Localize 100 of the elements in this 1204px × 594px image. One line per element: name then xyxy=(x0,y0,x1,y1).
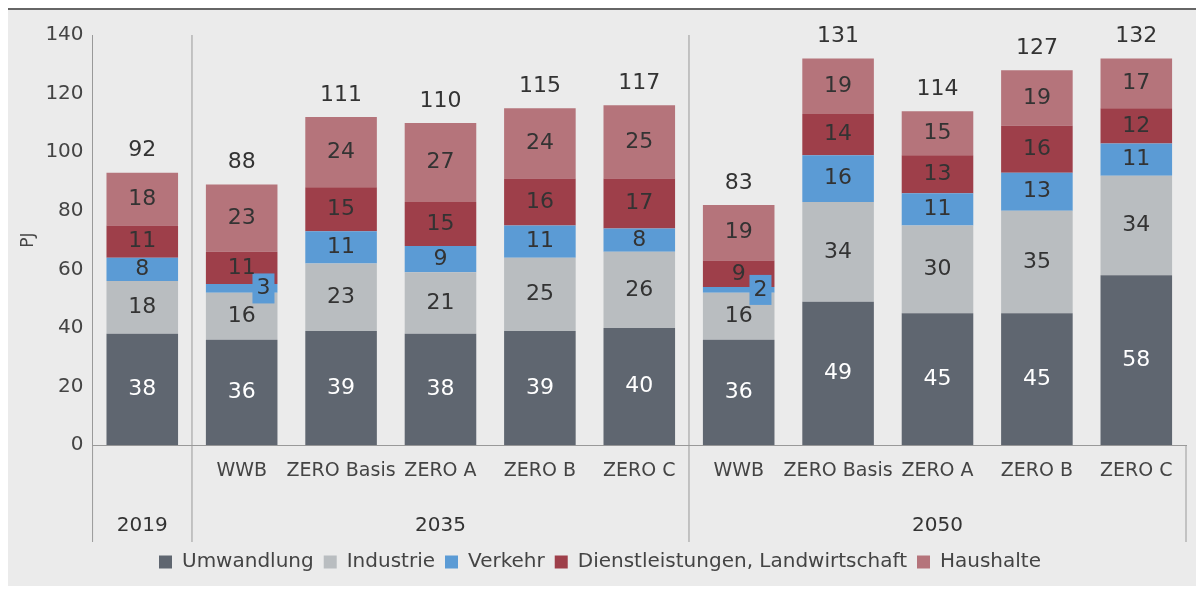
bar xyxy=(802,202,874,302)
total-label: 114 xyxy=(916,74,959,100)
bar xyxy=(1100,108,1173,144)
data-label: 38 xyxy=(426,375,455,401)
data-label: 9 xyxy=(433,244,448,270)
data-label: 19 xyxy=(724,218,753,244)
bar xyxy=(305,231,377,264)
data-label: 11 xyxy=(327,233,356,259)
data-label: 16 xyxy=(525,187,554,213)
data-label: 34 xyxy=(1122,211,1151,237)
legend-label: Umwandlung xyxy=(182,548,314,573)
data-label: 25 xyxy=(525,280,554,306)
y-tick-label: 100 xyxy=(45,138,84,163)
x-tick-label: ZERO Basis xyxy=(286,457,396,480)
data-label: 45 xyxy=(923,364,952,390)
bar xyxy=(504,257,576,331)
data-label: 11 xyxy=(525,227,554,253)
bar xyxy=(603,228,676,252)
bar xyxy=(603,251,676,328)
data-label: 30 xyxy=(923,255,952,281)
bar xyxy=(504,108,576,179)
data-label: 23 xyxy=(227,203,256,229)
text: 2019 xyxy=(116,512,168,537)
bar xyxy=(802,155,874,203)
data-label: 26 xyxy=(625,275,654,301)
data-label: 13 xyxy=(923,159,952,185)
x-tick-label: ZERO A xyxy=(901,457,974,480)
data-label: 36 xyxy=(724,378,753,404)
bar xyxy=(603,328,676,446)
bar xyxy=(404,122,477,203)
bar xyxy=(1001,172,1073,211)
data-label: 24 xyxy=(525,129,554,155)
legend-label: Industrie xyxy=(346,548,435,573)
data-label: 24 xyxy=(327,137,356,163)
bar xyxy=(504,225,576,258)
data-label: 15 xyxy=(426,209,455,235)
legend-label: Verkehr xyxy=(468,548,546,573)
total-label: 88 xyxy=(227,148,256,174)
data-label: 13 xyxy=(1022,177,1051,203)
bar xyxy=(106,257,179,282)
data-label: 3 xyxy=(256,274,271,300)
bar xyxy=(702,204,775,261)
x-tick-label: ZERO A xyxy=(404,457,477,480)
bar xyxy=(1100,175,1173,276)
bar xyxy=(1001,210,1073,314)
bar xyxy=(901,313,974,446)
y-axis-title: PJ xyxy=(16,232,37,248)
bar xyxy=(305,117,377,188)
data-label: 14 xyxy=(824,120,853,146)
data-label: 17 xyxy=(1122,69,1151,95)
bar xyxy=(802,58,874,115)
bar xyxy=(603,178,676,229)
data-label: 34 xyxy=(824,237,853,263)
data-label: 19 xyxy=(824,71,853,97)
x-tick-label: ZERO B xyxy=(503,457,577,480)
data-label: 11 xyxy=(128,227,157,253)
data-label: 58 xyxy=(1122,345,1151,371)
y-tick-label: 20 xyxy=(58,372,84,397)
bar xyxy=(404,245,477,273)
data-label: 2 xyxy=(753,275,768,301)
data-label: 39 xyxy=(525,373,554,399)
bar xyxy=(205,184,278,252)
data-label: 27 xyxy=(426,148,455,174)
bar xyxy=(106,333,179,446)
bar xyxy=(901,225,974,314)
bar xyxy=(404,272,477,334)
total-label: 131 xyxy=(817,22,860,48)
data-label: 11 xyxy=(227,253,256,279)
data-label: 21 xyxy=(426,288,455,314)
data-label: 23 xyxy=(327,282,356,308)
data-label: 8 xyxy=(135,255,150,281)
data-label: 15 xyxy=(327,195,356,221)
total-label: 83 xyxy=(724,168,753,194)
bar xyxy=(305,187,377,232)
data-label: 16 xyxy=(1022,134,1051,160)
x-tick-label: WWB xyxy=(713,457,764,480)
data-label: 18 xyxy=(128,293,157,319)
bar xyxy=(603,105,676,179)
total-label: 117 xyxy=(618,69,661,95)
bar xyxy=(1001,313,1073,446)
data-label: 9 xyxy=(731,259,746,285)
bar xyxy=(106,281,179,334)
data-label: 15 xyxy=(923,118,952,144)
total-label: 92 xyxy=(128,136,157,162)
data-label: 35 xyxy=(1022,247,1051,273)
bar xyxy=(1001,125,1073,173)
bar xyxy=(106,172,179,226)
y-tick-label: 40 xyxy=(58,314,84,339)
data-label: 16 xyxy=(824,164,853,190)
data-label: 38 xyxy=(128,375,157,401)
x-tick-label: WWB xyxy=(216,457,267,480)
data-label: 17 xyxy=(625,189,654,215)
legend-label: Haushalte xyxy=(939,548,1042,573)
bar xyxy=(901,193,974,226)
total-label: 115 xyxy=(518,71,561,97)
total-label: 111 xyxy=(320,80,363,106)
bar xyxy=(305,263,377,331)
total-label: 110 xyxy=(419,86,462,112)
data-label: 40 xyxy=(625,372,654,398)
y-tick-label: 0 xyxy=(70,431,84,456)
